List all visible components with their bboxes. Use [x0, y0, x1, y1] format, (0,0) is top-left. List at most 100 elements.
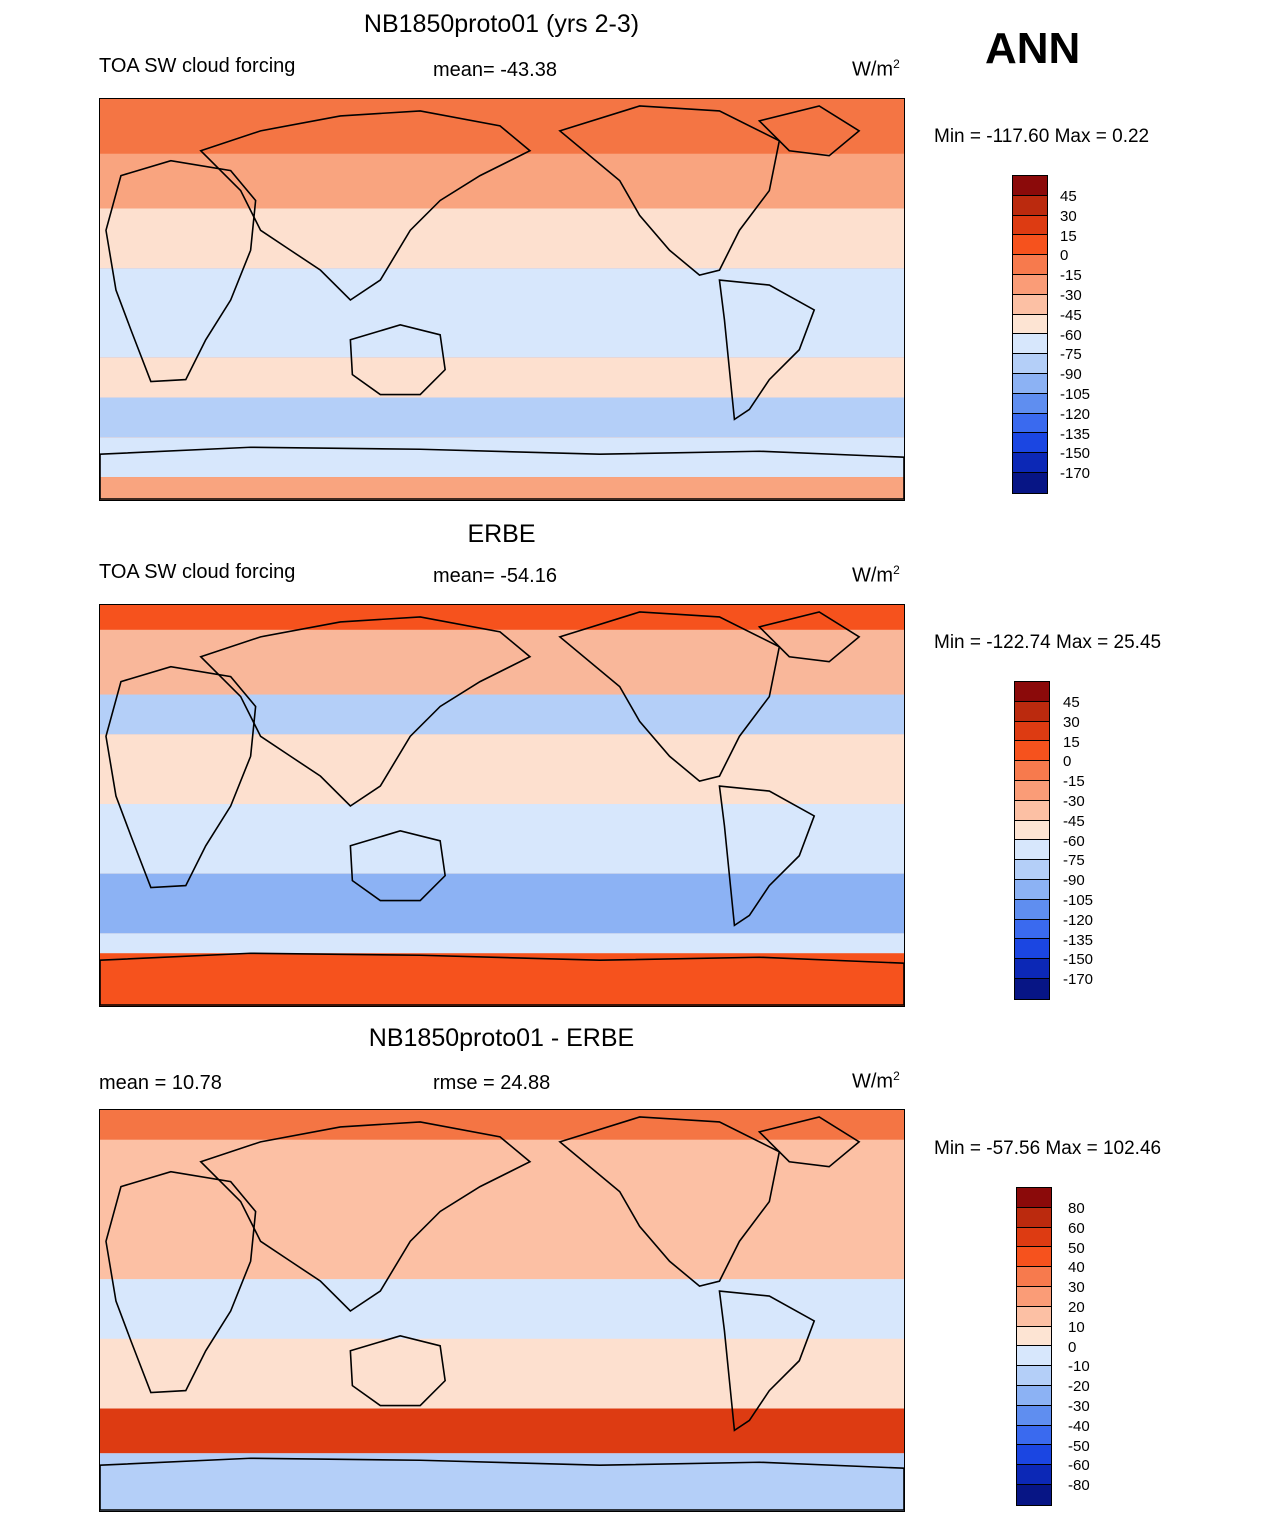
- field-band: [100, 397, 904, 438]
- colorbar-tick-label: -80: [1068, 1477, 1090, 1495]
- colorbar-swatch: [1017, 1326, 1051, 1347]
- colorbar-swatch: [1017, 1385, 1051, 1406]
- colorbar-tick-label: 60: [1068, 1219, 1085, 1237]
- colorbar-swatch: [1015, 899, 1049, 920]
- coastline: [100, 446, 904, 500]
- colorbar-tick-label: -120: [1060, 405, 1091, 423]
- colorbar-tick-label: -20: [1068, 1378, 1090, 1396]
- colorbar-tick-label: 0: [1063, 753, 1072, 771]
- field-band: [100, 99, 904, 154]
- colorbar-swatch: [1017, 1286, 1051, 1307]
- colorbar-swatch: [1015, 682, 1049, 702]
- colorbar-tick-label: 0: [1060, 247, 1069, 265]
- panel-3-units: W/m2: [852, 1069, 900, 1093]
- coastline: [349, 1335, 446, 1407]
- colorbar-tick-label: -75: [1060, 346, 1082, 364]
- colorbar-tick-label: 45: [1060, 188, 1077, 205]
- coastline: [100, 1457, 904, 1511]
- colorbar-tick-label: -90: [1060, 366, 1082, 384]
- colorbar-tick-label: -170: [1060, 465, 1091, 483]
- colorbar-tick-label: -45: [1063, 812, 1085, 830]
- coastline: [757, 1116, 861, 1168]
- field-band: [100, 873, 904, 934]
- panel-1-units: W/m2: [852, 57, 900, 81]
- colorbar-tick-label: -30: [1060, 287, 1082, 304]
- colorbar-tick-label: 15: [1063, 733, 1080, 751]
- colorbar-swatch: [1017, 1366, 1051, 1386]
- colorbar-tick-label: -10: [1068, 1358, 1090, 1376]
- colorbar-swatch: [1015, 978, 1049, 999]
- panel-2-mean-label: mean= -54.16: [433, 565, 557, 587]
- colorbar-swatch: [1013, 274, 1047, 295]
- coastline: [718, 279, 816, 421]
- colorbar-tick-label: 45: [1063, 694, 1080, 711]
- colorbar-tick-label: -30: [1068, 1398, 1090, 1415]
- field-band: [100, 268, 904, 358]
- colorbar-swatch: [1015, 721, 1049, 742]
- panel-2-variable-label: TOA SW cloud forcing: [99, 561, 296, 583]
- coastline: [100, 952, 904, 1006]
- colorbar-tick-label: -105: [1063, 892, 1094, 909]
- colorbar-tick-label: -75: [1063, 852, 1085, 870]
- colorbar-swatch: [1015, 820, 1049, 841]
- field-band: [100, 1279, 904, 1339]
- colorbar-tick-label: 30: [1063, 713, 1080, 731]
- field-band: [100, 953, 904, 1006]
- season-label: ANN: [985, 24, 1081, 73]
- map-field: [100, 1110, 904, 1511]
- colorbar-tick-label: -150: [1060, 445, 1091, 463]
- colorbar-swatch: [1013, 393, 1047, 414]
- field-band: [100, 477, 904, 500]
- colorbar-tick-label: -60: [1060, 326, 1082, 344]
- colorbar-tick-label: 20: [1068, 1299, 1085, 1316]
- coastline: [105, 159, 257, 383]
- colorbar-swatch: [1015, 701, 1049, 722]
- colorbar-tick-label: -60: [1068, 1457, 1090, 1475]
- colorbar-tick-label: -15: [1060, 267, 1082, 285]
- coastline: [757, 105, 861, 157]
- colorbar-swatch: [1015, 840, 1049, 861]
- colorbar-tick-label: -40: [1068, 1417, 1090, 1435]
- colorbar-swatch: [1017, 1425, 1051, 1446]
- field-band: [100, 605, 904, 630]
- colorbar-swatch: [1013, 176, 1047, 196]
- field-band: [100, 1110, 904, 1140]
- colorbar-swatch: [1015, 780, 1049, 801]
- colorbar-tick-label: -120: [1063, 911, 1094, 929]
- colorbar-tick-label: -170: [1063, 971, 1094, 989]
- coastline: [199, 1121, 532, 1313]
- panel-2-minmax: Min = -122.74 Max = 25.45: [934, 632, 1162, 653]
- colorbar-swatch: [1017, 1346, 1051, 1367]
- panel-3-colorbar: [1016, 1187, 1052, 1506]
- coastline: [558, 105, 781, 276]
- coastline: [199, 616, 532, 808]
- coastline: [558, 1116, 781, 1287]
- field-band: [100, 1338, 904, 1409]
- map-field: [100, 99, 904, 500]
- coastline: [199, 110, 532, 302]
- colorbar-tick-label: -135: [1063, 931, 1094, 949]
- colorbar-tick-label: 10: [1068, 1318, 1085, 1336]
- coastline: [558, 611, 781, 782]
- colorbar-swatch: [1017, 1484, 1051, 1505]
- panel-1-mean-label: mean= -43.38: [433, 59, 557, 81]
- coastline: [718, 1290, 816, 1432]
- colorbar-swatch: [1013, 314, 1047, 335]
- colorbar-tick-label: 40: [1068, 1259, 1085, 1277]
- colorbar-swatch: [1017, 1227, 1051, 1248]
- panel-2-colorbar: [1014, 681, 1050, 1000]
- colorbar-tick-label: -135: [1060, 425, 1091, 443]
- coastline: [718, 785, 816, 927]
- panel-3-rmse-label: rmse = 24.88: [433, 1072, 551, 1094]
- colorbar-swatch: [1013, 334, 1047, 355]
- colorbar-swatch: [1015, 879, 1049, 900]
- colorbar-swatch: [1013, 453, 1047, 473]
- field-band: [100, 437, 904, 478]
- colorbar-swatch: [1017, 1465, 1051, 1485]
- panel-3-title: NB1850proto01 - ERBE: [368, 1024, 635, 1052]
- field-band: [100, 357, 904, 398]
- colorbar-swatch: [1015, 761, 1049, 781]
- field-band: [100, 1408, 904, 1454]
- colorbar-swatch: [1015, 800, 1049, 821]
- field-band: [100, 694, 904, 735]
